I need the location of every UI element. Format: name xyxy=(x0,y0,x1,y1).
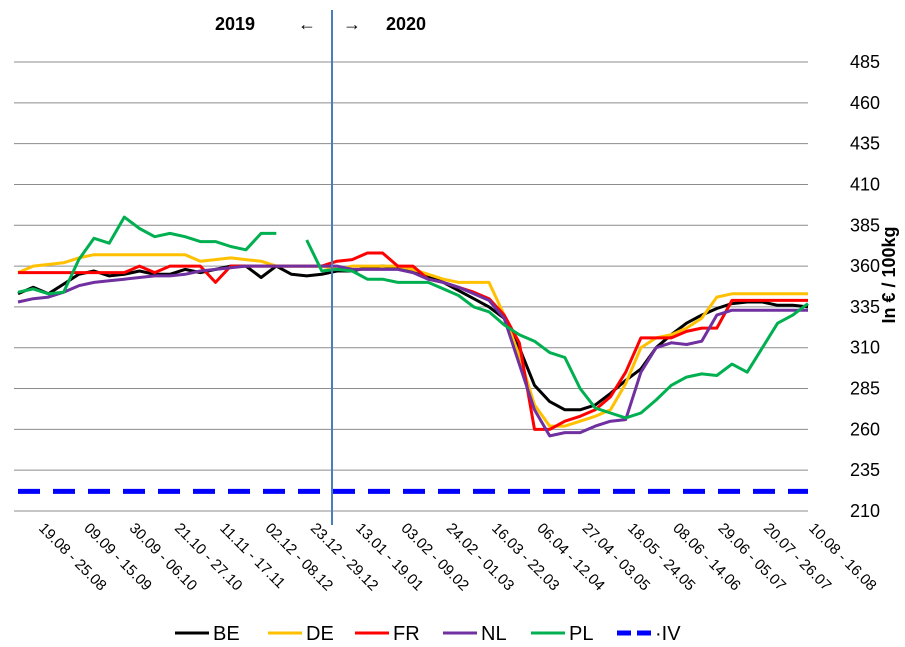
legend-label: BE xyxy=(213,623,240,645)
y-tick-label: 435 xyxy=(850,134,880,154)
y-tick-label: 260 xyxy=(850,419,880,439)
y-tick-label: 285 xyxy=(850,379,880,399)
y-tick-label: 210 xyxy=(850,501,880,521)
year-label-2020: 2020 xyxy=(386,14,426,34)
arrow-left-icon: ← xyxy=(298,14,316,34)
y-tick-label: 410 xyxy=(850,174,880,194)
legend-label: FR xyxy=(393,623,420,645)
y-tick-label: 235 xyxy=(850,460,880,480)
legend-label: ·IV xyxy=(655,623,681,645)
y-axis-label: In € / 100kg xyxy=(879,226,899,323)
series-line-pl-seg1 xyxy=(305,239,809,420)
series-line-pl-seg0 xyxy=(17,215,277,296)
y-tick-label: 385 xyxy=(850,215,880,235)
legend-label: DE xyxy=(306,623,334,645)
series-line-nl xyxy=(17,264,808,438)
y-tick-label: 485 xyxy=(850,52,880,72)
gridlines xyxy=(14,61,808,512)
series-line-fr xyxy=(18,251,808,431)
y-tick-label: 360 xyxy=(850,256,880,276)
y-tick-label: 310 xyxy=(850,338,880,358)
arrow-right-icon: → xyxy=(343,14,361,34)
legend-label: NL xyxy=(481,623,507,645)
y-tick-label: 460 xyxy=(850,93,880,113)
series-layer xyxy=(17,215,809,494)
legend-label: PL xyxy=(569,623,593,645)
y-tick-labels: 210 235 260 285 310 335 360 385 410 435 460 485 xyxy=(850,52,880,521)
legend: BE DE FR NL PL ·IV xyxy=(175,623,681,645)
y-tick-label: 335 xyxy=(850,297,880,317)
series-line-de xyxy=(17,253,808,428)
year-label-2019: 2019 xyxy=(215,14,255,34)
